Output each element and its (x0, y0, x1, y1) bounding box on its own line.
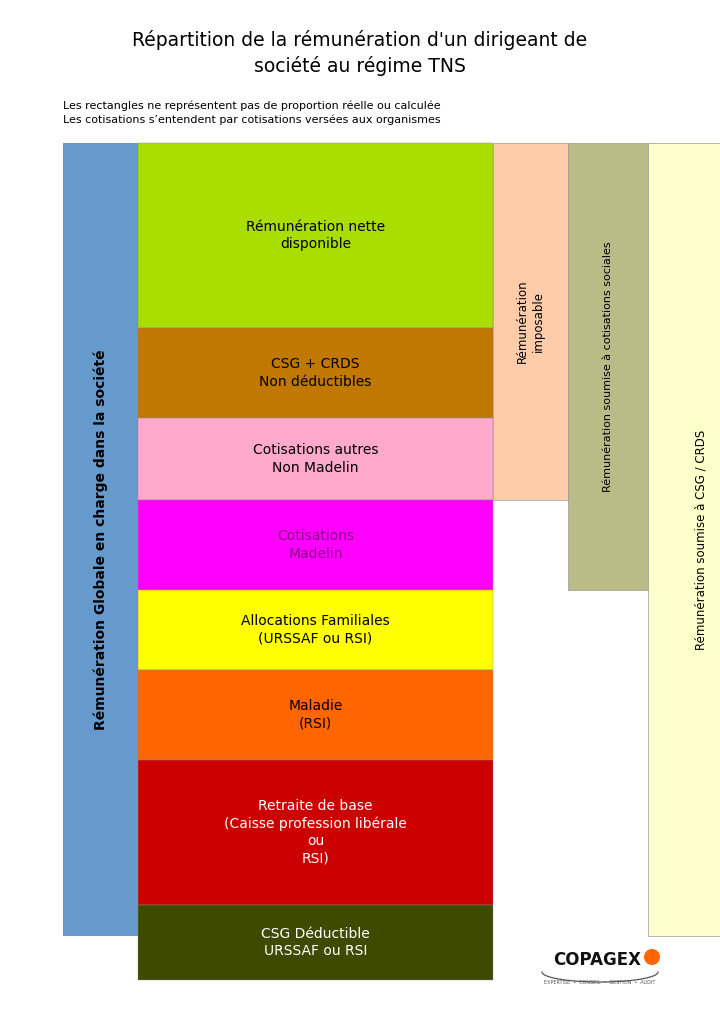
Bar (493, 143, 568, 500)
Bar (138, 905, 493, 980)
Bar (138, 590, 493, 670)
Text: Allocations Familiales
(URSSAF ou RSI): Allocations Familiales (URSSAF ou RSI) (241, 614, 390, 645)
Bar (63, 143, 138, 936)
Text: Les cotisations s’entendent par cotisations versées aux organismes: Les cotisations s’entendent par cotisati… (63, 114, 441, 124)
Text: CSG Déductible
URSSAF ou RSI: CSG Déductible URSSAF ou RSI (261, 926, 370, 958)
Bar (648, 143, 720, 936)
Text: Rémunération soumise à CSG / CRDS: Rémunération soumise à CSG / CRDS (694, 430, 707, 649)
Text: COPAGEX: COPAGEX (553, 951, 641, 969)
Text: Retraite de base
(Caisse profession libérale
ou
RSI): Retraite de base (Caisse profession libé… (224, 799, 407, 865)
Text: Rémunération
imposable: Rémunération imposable (516, 280, 545, 363)
Bar (138, 760, 493, 905)
Bar (138, 328, 493, 418)
Bar (138, 143, 493, 328)
Text: Rémunération Globale en charge dans la société: Rémunération Globale en charge dans la s… (94, 349, 108, 730)
Text: Maladie
(RSI): Maladie (RSI) (288, 699, 343, 731)
Ellipse shape (644, 949, 660, 965)
Text: Les rectangles ne représentent pas de proportion réelle ou calculée: Les rectangles ne représentent pas de pr… (63, 100, 441, 111)
Bar (138, 500, 493, 590)
Text: Cotisations
Madelin: Cotisations Madelin (277, 529, 354, 561)
Bar (138, 418, 493, 500)
Bar (138, 670, 493, 760)
Text: CSG + CRDS
Non déductibles: CSG + CRDS Non déductibles (259, 357, 372, 389)
Text: EXPERTISE  •  CONSEIL  •  GESTION  •  AUDIT: EXPERTISE • CONSEIL • GESTION • AUDIT (544, 980, 656, 985)
Text: Cotisations autres
Non Madelin: Cotisations autres Non Madelin (253, 444, 378, 474)
Text: Rémunération nette
disponible: Rémunération nette disponible (246, 220, 385, 251)
Bar (568, 143, 648, 590)
Text: Rémunération soumise à cotisations sociales: Rémunération soumise à cotisations socia… (603, 241, 613, 492)
Text: Répartition de la rémunération d'un dirigeant de
société au régime TNS: Répartition de la rémunération d'un diri… (132, 30, 588, 76)
